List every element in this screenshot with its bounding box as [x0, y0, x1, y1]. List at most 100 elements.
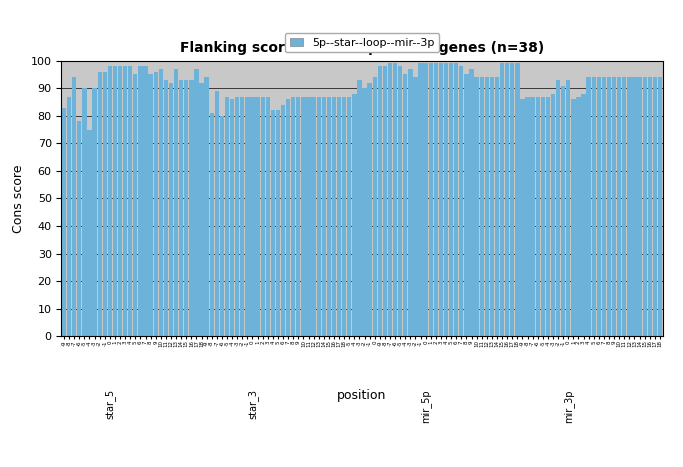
Bar [546, 97, 550, 336]
Bar [494, 77, 499, 336]
Bar [643, 77, 647, 336]
Bar [210, 113, 214, 336]
Bar [637, 77, 642, 336]
Bar [531, 97, 535, 336]
Bar [398, 66, 402, 336]
Bar [520, 99, 525, 336]
Bar [62, 107, 66, 336]
Bar [72, 77, 76, 336]
Bar [67, 97, 71, 336]
Bar [378, 66, 382, 336]
Bar [597, 77, 601, 336]
Bar [92, 88, 97, 336]
Bar [286, 99, 290, 336]
Bar [459, 66, 464, 336]
Bar [525, 97, 530, 336]
X-axis label: position: position [337, 389, 387, 402]
Text: star_3: star_3 [247, 389, 258, 419]
Bar [587, 77, 591, 336]
Bar [479, 77, 484, 336]
Bar [322, 97, 326, 336]
Bar [510, 64, 514, 336]
Title: Flanking scores for all 3p strand genes (n=38): Flanking scores for all 3p strand genes … [180, 42, 544, 56]
Bar [490, 77, 494, 336]
Bar [230, 99, 234, 336]
Bar [102, 72, 107, 336]
Bar [357, 80, 361, 336]
Bar [647, 77, 652, 336]
Bar [296, 97, 301, 336]
Bar [326, 97, 331, 336]
Bar [189, 80, 193, 336]
Text: mir_3p: mir_3p [563, 389, 574, 423]
Y-axis label: Cons score: Cons score [12, 164, 25, 233]
Bar [363, 88, 367, 336]
Text: mir_5p: mir_5p [420, 389, 431, 423]
Bar [576, 97, 581, 336]
Bar [438, 64, 443, 336]
Bar [337, 97, 342, 336]
Bar [469, 69, 474, 336]
Bar [133, 74, 137, 336]
Legend: 5p--star--loop--mir--3p: 5p--star--loop--mir--3p [285, 33, 438, 52]
Bar [550, 94, 555, 336]
Bar [154, 72, 158, 336]
Bar [388, 64, 392, 336]
Bar [316, 97, 321, 336]
Bar [382, 66, 387, 336]
Bar [108, 66, 112, 336]
Bar [169, 83, 173, 336]
Bar [311, 97, 316, 336]
Bar [464, 74, 469, 336]
Bar [291, 97, 295, 336]
Bar [128, 66, 133, 336]
Bar [235, 97, 239, 336]
Bar [220, 116, 224, 336]
Bar [225, 97, 229, 336]
Bar [260, 97, 265, 336]
Bar [194, 69, 199, 336]
Bar [444, 64, 448, 336]
Bar [653, 77, 657, 336]
Bar [449, 64, 454, 336]
Bar [245, 97, 249, 336]
Bar [485, 77, 489, 336]
Bar [77, 121, 81, 336]
Bar [602, 77, 606, 336]
Bar [581, 94, 586, 336]
Bar [281, 105, 285, 336]
Bar [429, 64, 433, 336]
Bar [332, 97, 336, 336]
Bar [204, 77, 209, 336]
Bar [123, 66, 127, 336]
Bar [658, 77, 662, 336]
Bar [164, 80, 168, 336]
Bar [607, 77, 611, 336]
Bar [184, 80, 189, 336]
Bar [240, 97, 245, 336]
Bar [87, 129, 92, 336]
Bar [266, 97, 270, 336]
Bar [301, 97, 305, 336]
Bar [423, 64, 428, 336]
Bar [347, 97, 352, 336]
Bar [556, 80, 560, 336]
Bar [393, 64, 398, 336]
Bar [174, 69, 178, 336]
Bar [566, 80, 570, 336]
Bar [372, 77, 377, 336]
Bar [352, 94, 357, 336]
Bar [475, 77, 479, 336]
Bar [612, 77, 616, 336]
Bar [419, 64, 423, 336]
Bar [591, 77, 596, 336]
Bar [118, 66, 122, 336]
Bar [500, 64, 504, 336]
Bar [148, 74, 153, 336]
Bar [307, 97, 311, 336]
Bar [408, 69, 413, 336]
Bar [571, 99, 576, 336]
Bar [434, 64, 438, 336]
Bar [270, 110, 275, 336]
Bar [113, 66, 117, 336]
